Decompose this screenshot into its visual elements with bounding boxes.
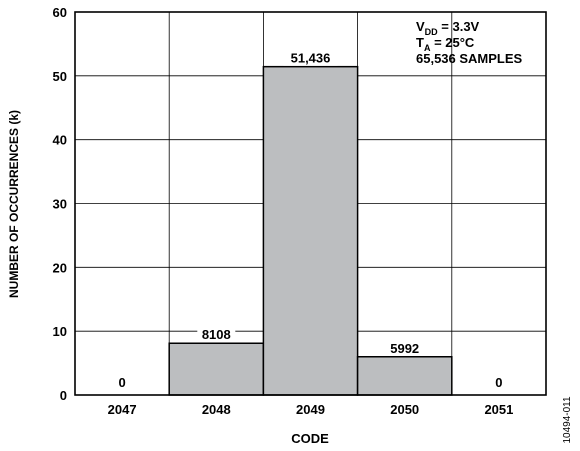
samples-condition: 65,536 SAMPLES xyxy=(416,51,523,66)
x-tick-label: 2047 xyxy=(108,402,137,417)
data-label-2048: 8108 xyxy=(202,327,231,342)
x-tick-labels: 2047 2048 2049 2050 2051 xyxy=(108,402,514,417)
data-label-bg xyxy=(385,340,424,356)
y-tick-label: 60 xyxy=(53,5,67,20)
data-label-bg xyxy=(197,327,236,343)
y-tick-label: 40 xyxy=(53,133,67,148)
x-tick-label: 2051 xyxy=(484,402,513,417)
bar-2050 xyxy=(356,356,453,396)
bar-2048 xyxy=(168,342,265,396)
x-tick-label: 2049 xyxy=(296,402,325,417)
bars xyxy=(168,65,453,396)
data-label-2049: 51,436 xyxy=(291,51,331,66)
vdd-condition: VDD = 3.3V xyxy=(416,19,480,37)
conditions-annotation: VDD = 3.3V TA = 25°C 65,536 SAMPLES xyxy=(416,19,523,66)
y-tick-label: 20 xyxy=(53,260,67,275)
data-labels: 0 8108 51,436 5992 0 xyxy=(118,50,503,390)
ta-condition: TA = 25°C xyxy=(416,35,475,53)
data-label-bg xyxy=(283,50,338,66)
y-tick-labels: 0 10 20 30 40 50 60 xyxy=(53,5,67,403)
plot-frame xyxy=(74,11,547,396)
x-axis-title: CODE xyxy=(291,431,329,446)
data-label-2051: 0 xyxy=(495,375,502,390)
y-tick-label: 0 xyxy=(60,388,67,403)
data-label-2050: 5992 xyxy=(390,341,419,356)
figure-id: 10494-011 xyxy=(562,396,573,444)
x-tick-label: 2048 xyxy=(202,402,231,417)
y-tick-label: 30 xyxy=(53,197,67,212)
y-tick-label: 50 xyxy=(53,69,67,84)
y-tick-label: 10 xyxy=(53,324,67,339)
x-tick-label: 2050 xyxy=(390,402,419,417)
data-label-2047: 0 xyxy=(118,375,125,390)
bar-2049 xyxy=(262,65,359,396)
y-axis-title: NUMBER OF OCCURRENCES (k) xyxy=(7,110,21,298)
